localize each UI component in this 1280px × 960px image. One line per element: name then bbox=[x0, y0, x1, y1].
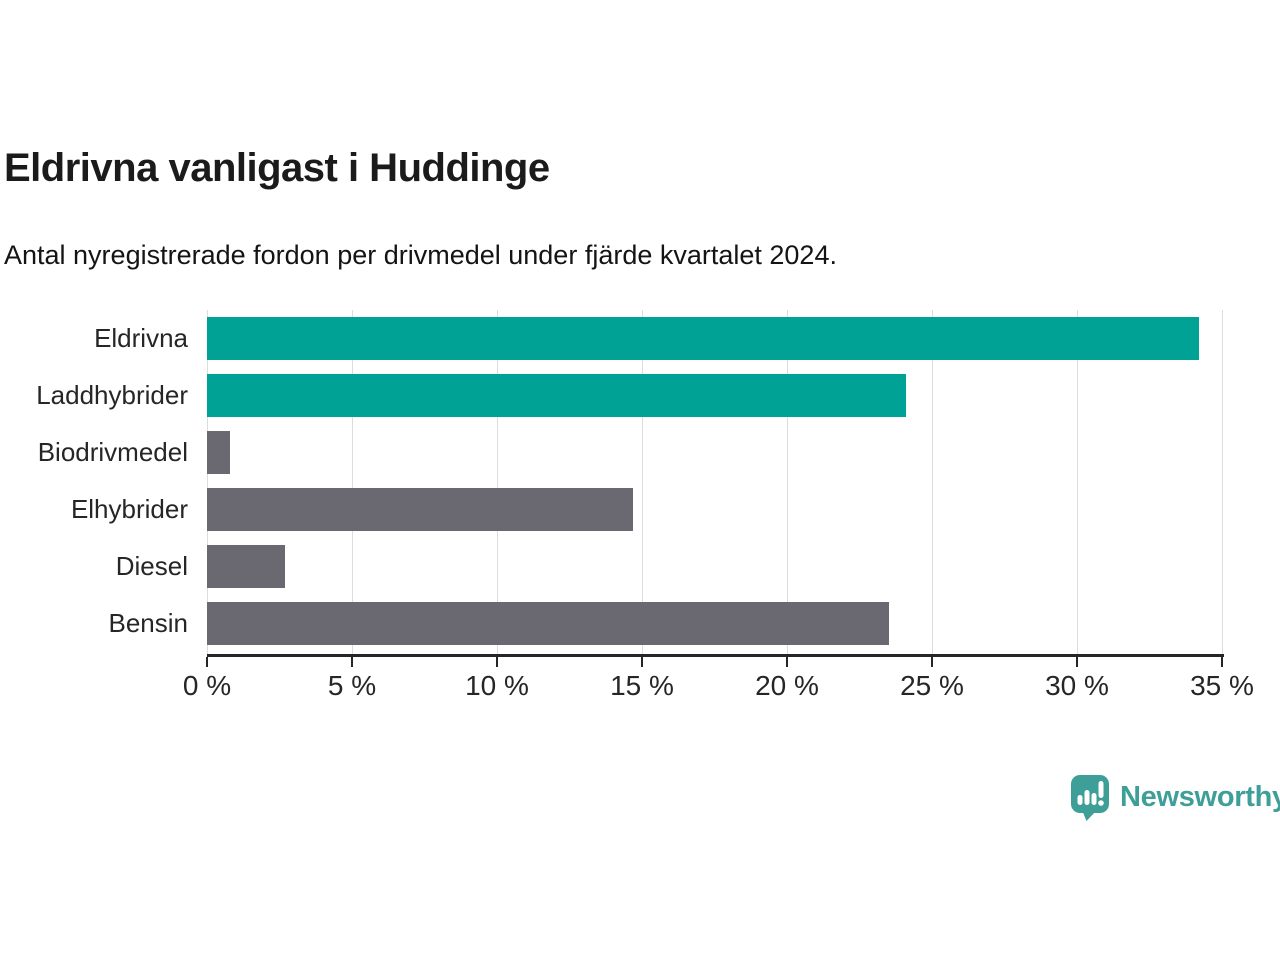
bar-laddhybrider bbox=[207, 374, 906, 417]
category-label-bensin: Bensin bbox=[108, 608, 189, 638]
x-tick-10 bbox=[496, 657, 498, 667]
x-tick-0 bbox=[206, 657, 208, 667]
x-tick-label-5: 5 % bbox=[327, 670, 377, 701]
bar-biodrivmedel bbox=[207, 431, 231, 474]
gridline-35 bbox=[1222, 310, 1223, 655]
newsworthy-logo-text: Newsworthy bbox=[1120, 781, 1280, 813]
category-label-biodrivmedel: Biodrivmedel bbox=[37, 437, 188, 467]
x-tick-15 bbox=[641, 657, 643, 667]
x-tick-25 bbox=[931, 657, 933, 667]
bar-eldrivna bbox=[207, 317, 1199, 360]
newsworthy-logo-icon bbox=[1071, 775, 1109, 821]
x-axis-line bbox=[207, 654, 1224, 657]
x-tick-label-0: 0 % bbox=[182, 670, 232, 701]
x-tick-35 bbox=[1221, 657, 1223, 667]
x-tick-5 bbox=[351, 657, 353, 667]
gridline-20 bbox=[787, 310, 788, 655]
chart-subtitle: Antal nyregistrerade fordon per drivmede… bbox=[4, 240, 837, 270]
x-tick-label-35: 35 % bbox=[1190, 670, 1254, 701]
x-tick-30 bbox=[1076, 657, 1078, 667]
category-axis: Eldrivna Laddhybrider Biodrivmedel Elhybrid… bbox=[0, 310, 188, 655]
bar-bensin bbox=[207, 602, 889, 645]
gridline-15 bbox=[642, 310, 643, 655]
bar-diesel bbox=[207, 545, 286, 588]
chart-title: Eldrivna vanligast i Huddinge bbox=[4, 146, 550, 190]
x-tick-label-30: 30 % bbox=[1045, 670, 1109, 701]
category-label-laddhybrider: Laddhybrider bbox=[36, 380, 188, 410]
plot-area bbox=[207, 310, 1223, 655]
x-tick-20 bbox=[786, 657, 788, 667]
category-label-eldrivna: Eldrivna bbox=[94, 323, 188, 353]
gridline-0 bbox=[207, 310, 208, 655]
x-tick-label-15: 15 % bbox=[610, 670, 674, 701]
newsworthy-logo: Newsworthy bbox=[1070, 774, 1280, 821]
category-label-elhybrider: Elhybrider bbox=[70, 494, 188, 524]
gridline-5 bbox=[352, 310, 353, 655]
gridline-30 bbox=[1077, 310, 1078, 655]
gridline-10 bbox=[497, 310, 498, 655]
category-label-diesel: Diesel bbox=[115, 551, 188, 581]
bar-elhybrider bbox=[207, 488, 634, 531]
gridline-25 bbox=[932, 310, 933, 655]
x-tick-label-20: 20 % bbox=[755, 670, 819, 701]
x-tick-label-25: 25 % bbox=[900, 670, 964, 701]
x-axis: 0 % 5 % 10 % 15 % 20 % 25 % 30 % 35 % bbox=[183, 654, 1254, 701]
x-tick-label-10: 10 % bbox=[465, 670, 529, 701]
